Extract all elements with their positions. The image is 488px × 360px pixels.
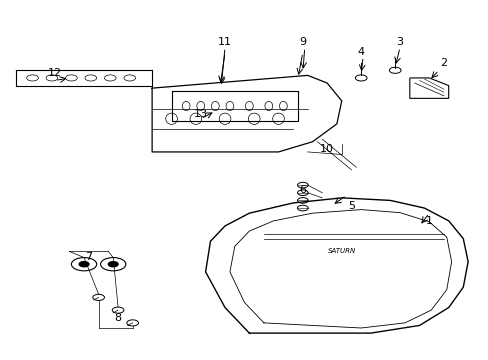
Text: 9: 9: [299, 37, 306, 47]
Circle shape: [297, 190, 307, 195]
Polygon shape: [409, 78, 448, 98]
Text: 5: 5: [347, 201, 354, 211]
Circle shape: [355, 75, 366, 81]
Circle shape: [126, 320, 138, 326]
Text: 12: 12: [48, 68, 62, 78]
Ellipse shape: [272, 113, 284, 124]
Circle shape: [297, 182, 307, 188]
Text: 1: 1: [425, 216, 432, 226]
Text: 10: 10: [320, 144, 333, 154]
Ellipse shape: [248, 113, 260, 124]
Circle shape: [85, 75, 97, 81]
Ellipse shape: [219, 113, 230, 124]
Circle shape: [297, 198, 307, 203]
Circle shape: [123, 75, 135, 81]
Circle shape: [27, 75, 38, 81]
Ellipse shape: [264, 102, 272, 111]
Circle shape: [79, 262, 89, 267]
Circle shape: [65, 75, 77, 81]
Text: 13: 13: [193, 109, 207, 119]
Ellipse shape: [245, 102, 253, 111]
Ellipse shape: [279, 102, 287, 111]
Text: 7: 7: [85, 252, 92, 262]
Circle shape: [93, 294, 104, 301]
Text: 8: 8: [114, 313, 122, 323]
Text: 2: 2: [439, 58, 447, 68]
Ellipse shape: [165, 113, 177, 124]
Circle shape: [388, 67, 400, 73]
Ellipse shape: [197, 102, 204, 111]
Circle shape: [108, 262, 118, 267]
Circle shape: [101, 257, 125, 271]
Text: 4: 4: [357, 48, 364, 58]
Ellipse shape: [225, 102, 233, 111]
Text: 6: 6: [299, 185, 305, 195]
Circle shape: [297, 205, 307, 211]
Circle shape: [112, 307, 123, 313]
Text: 3: 3: [396, 37, 403, 47]
Text: SATURN: SATURN: [327, 248, 355, 255]
Ellipse shape: [211, 102, 219, 111]
Circle shape: [104, 75, 116, 81]
Ellipse shape: [190, 113, 201, 124]
Ellipse shape: [182, 102, 190, 111]
Circle shape: [46, 75, 58, 81]
Circle shape: [71, 257, 97, 271]
Text: 11: 11: [218, 37, 232, 47]
